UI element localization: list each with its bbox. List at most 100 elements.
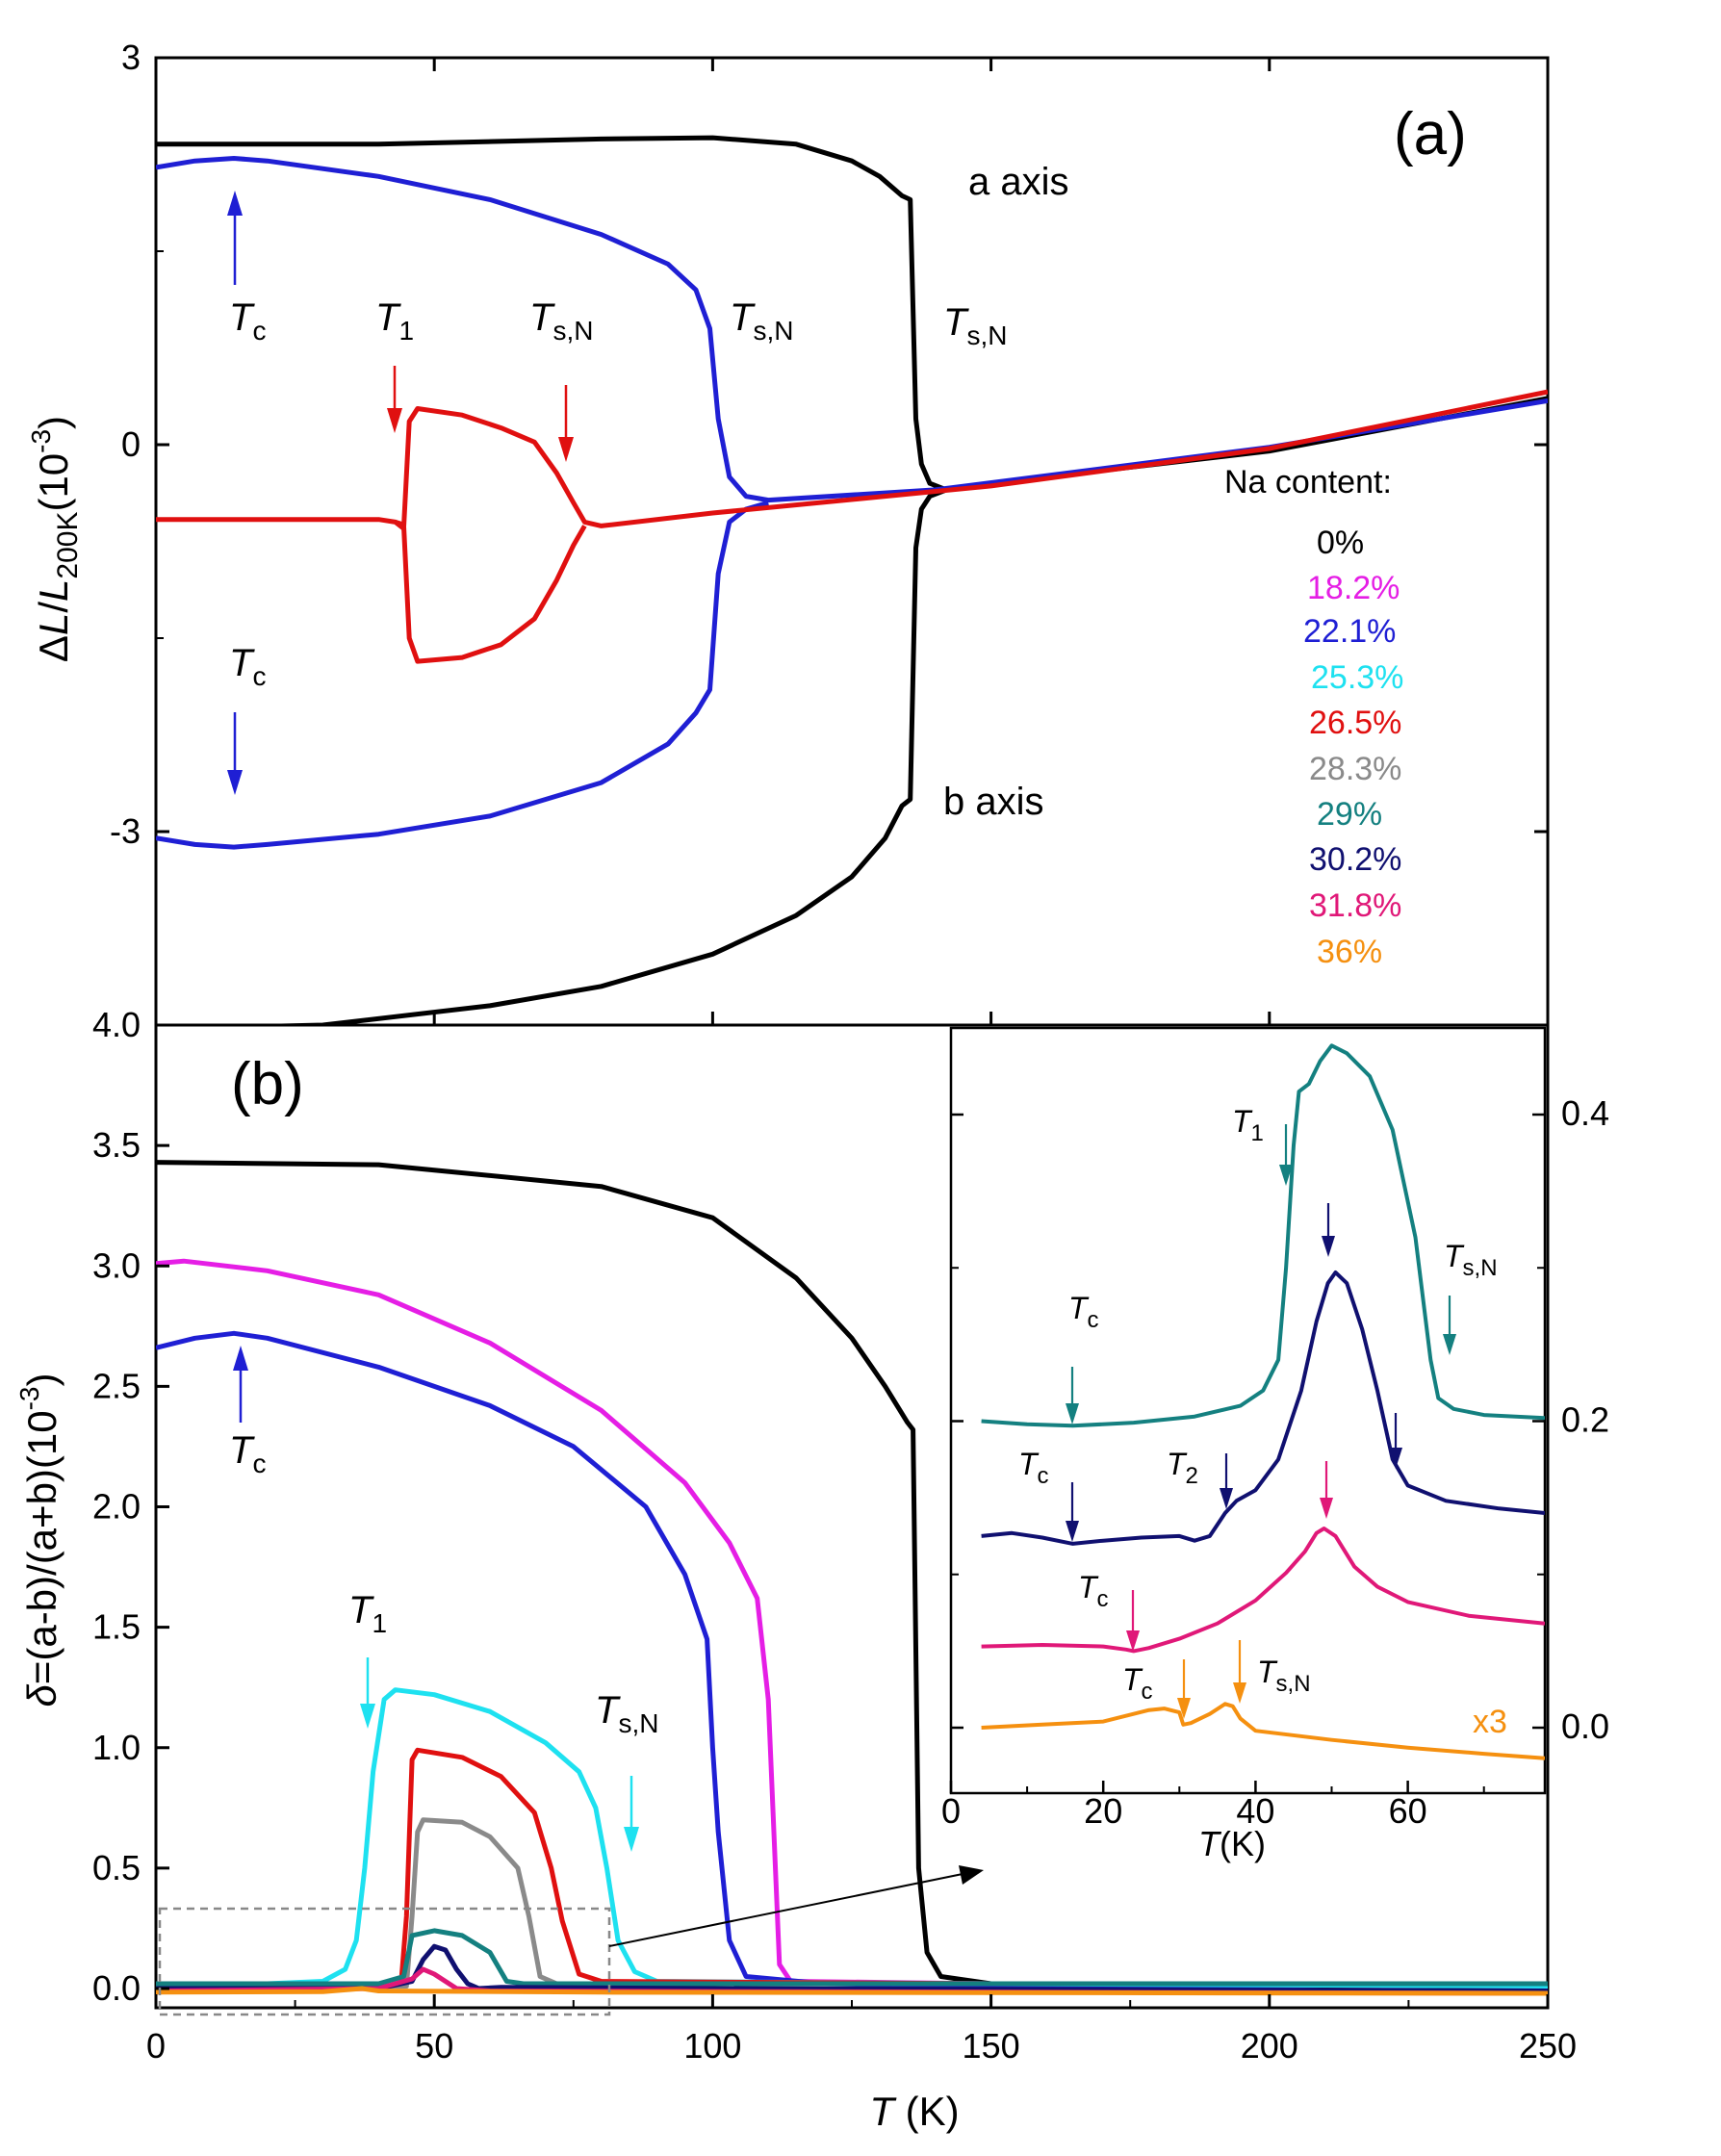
panel-b-y-label: δ=(a-b)/(a+b)(10-3): [14, 1373, 64, 1707]
b-series-line-4: [156, 1747, 1548, 1989]
t1-label: T1: [375, 296, 414, 346]
a-ytick-label: -3: [110, 811, 141, 851]
panel-b: 0 50 100 150 200 250 0.00.51.01.52.02.53.03.5…: [14, 1005, 1609, 2134]
inset-arrows: [1066, 1124, 1456, 1719]
b-ytick-label: 3.0: [92, 1245, 141, 1285]
b-xtick-label: 50: [415, 2026, 453, 2066]
a-series-line-1: [218, 487, 948, 1025]
tc-bottom-label: Tc: [229, 642, 266, 691]
panel-b-y-ticks: 0.0 0.5 1.0 1.5 2.0 2.5 3.0 3.5 4.0: [92, 1005, 169, 2008]
b-tc-label: Tc: [229, 1429, 266, 1478]
b-series-line-3: [156, 1687, 1548, 1989]
legend-entry: 26.5%: [1309, 705, 1401, 741]
a-series-line-4: [156, 389, 1548, 531]
b-tc-arrow: [233, 1346, 248, 1423]
b-series-line-0: [156, 1160, 1548, 1991]
legend-entry: 22.1%: [1303, 613, 1396, 650]
tsn-blue-label: Ts,N: [730, 296, 793, 346]
inset-tsn-teal-label: Ts,N: [1444, 1239, 1498, 1281]
t1-arrow: [387, 366, 402, 433]
inset-tsn-teal-arrow: [1443, 1296, 1456, 1355]
b-xtick-label: 0: [146, 2026, 166, 2066]
a-series-line-2: [156, 156, 1548, 503]
tsn-red-arrow: [558, 385, 574, 462]
inset-tc-orange-label: Tc: [1122, 1662, 1153, 1705]
inset-series-line-0: [981, 1043, 1545, 1428]
inset-tc-navy-label: Tc: [1018, 1447, 1049, 1489]
inset-series: [981, 1043, 1545, 1760]
inset-x-label: T(K): [1198, 1824, 1266, 1863]
panel-a-y-ticks: 3 0 -3: [110, 38, 1550, 1026]
zoom-arrow: [608, 1865, 984, 1947]
b-ytick-label: 0.5: [92, 1848, 141, 1887]
inset-ytick-label: 0.2: [1561, 1400, 1609, 1440]
inset-series-line-3: [981, 1702, 1545, 1760]
legend-entry: 36%: [1317, 934, 1382, 970]
inset: 0 20 40 60 0.0 0.2 0.4 T(K) x3 T1 Tc Ts,N Tc: [941, 1026, 1609, 1863]
panel-a-arrows: [227, 191, 574, 795]
zoom-region-box: [158, 1907, 611, 2016]
inset-t1-teal-arrow: [1279, 1124, 1293, 1186]
a-series-line-5: [394, 520, 587, 664]
a-axis-label: a axis: [968, 161, 1069, 203]
inset-tc-orange-arrow: [1177, 1659, 1191, 1719]
inset-frame: [949, 1026, 1547, 1795]
b-series-line-6: [156, 1928, 1548, 1987]
panel-b-arrows: [233, 1346, 639, 1852]
inset-t1-teal-label: T1: [1232, 1104, 1264, 1146]
panel-a-y-label: ΔL/L200K(10-3): [26, 416, 84, 662]
tc-top-label: Tc: [229, 296, 266, 346]
b-xtick-label: 250: [1519, 2026, 1577, 2066]
panel-a-letter: (a): [1394, 101, 1467, 167]
b-series-line-2: [156, 1330, 1548, 1996]
legend-entry: 29%: [1317, 796, 1382, 833]
legend-entry: 18.2%: [1307, 570, 1400, 606]
tsn-red-label: Ts,N: [529, 296, 593, 346]
inset-xtick-label: 40: [1236, 1791, 1274, 1831]
b-ytick-label: 1.0: [92, 1728, 141, 1767]
inset-tsn-orange-label: Ts,N: [1257, 1655, 1311, 1697]
panel-b-series: [156, 1160, 1548, 1996]
inset-tc-navy-arrow: [1066, 1482, 1079, 1542]
inset-x3-label: x3: [1473, 1704, 1507, 1740]
legend-entry: 25.3%: [1311, 659, 1403, 696]
legend-entry: 31.8%: [1309, 887, 1401, 924]
legend: Na content: 0% 18.2% 22.1% 25.3% 26.5% 28.3% 2…: [1224, 464, 1403, 970]
panel-a-series: [156, 135, 1548, 1025]
inset-series-line-2: [981, 1527, 1545, 1654]
tc-top-arrow: [227, 191, 243, 285]
inset-xtick-label: 0: [941, 1791, 961, 1831]
inset-t2-navy-arrow: [1220, 1453, 1233, 1509]
inset-tsn-orange-arrow: [1233, 1640, 1246, 1704]
a-ytick-label: 3: [121, 38, 141, 77]
inset-t1-pink-arrow: [1320, 1461, 1333, 1519]
b-axis-label: b axis: [943, 781, 1044, 823]
inset-xtick-label: 20: [1084, 1791, 1122, 1831]
b-ytick-label: 4.0: [92, 1005, 141, 1044]
inset-t2-navy-label: T2: [1167, 1447, 1198, 1489]
inset-series-line-1: [981, 1270, 1545, 1546]
b-tsn-arrow: [624, 1776, 639, 1852]
inset-ytick-label: 0.4: [1561, 1093, 1609, 1133]
legend-entries: 0% 18.2% 22.1% 25.3% 26.5% 28.3% 29% 30.2% 31.8%…: [1303, 525, 1403, 970]
inset-tc-pink-arrow: [1126, 1590, 1140, 1652]
inset-tsn-navy-arrow: [1389, 1413, 1402, 1469]
b-series-line-9: [156, 1986, 1548, 1996]
panel-b-letter: (b): [231, 1051, 304, 1117]
b-ytick-label: 3.5: [92, 1125, 141, 1165]
inset-tc-teal-label: Tc: [1068, 1291, 1099, 1333]
b-tsn-label: Ts,N: [595, 1689, 658, 1738]
panel-a: 3 0 -3 ΔL/L200K(10-3) (a) a axis b axis: [26, 38, 1550, 1027]
panel-b-x-label: T (K): [869, 2089, 959, 2134]
inset-x-ticks: 0 20 40 60: [941, 1781, 1485, 1831]
inset-t1-navy-arrow: [1322, 1203, 1335, 1257]
b-t1-label: T1: [348, 1589, 387, 1638]
inset-ytick-label: 0.0: [1561, 1707, 1609, 1746]
a-ytick-label: 0: [121, 424, 141, 464]
legend-title: Na content:: [1224, 464, 1392, 500]
b-ytick-label: 1.5: [92, 1607, 141, 1647]
b-t1-arrow: [360, 1657, 375, 1729]
b-xtick-label: 100: [683, 2026, 741, 2066]
b-xtick-label: 150: [963, 2026, 1020, 2066]
a-series-line-3: [156, 500, 769, 850]
